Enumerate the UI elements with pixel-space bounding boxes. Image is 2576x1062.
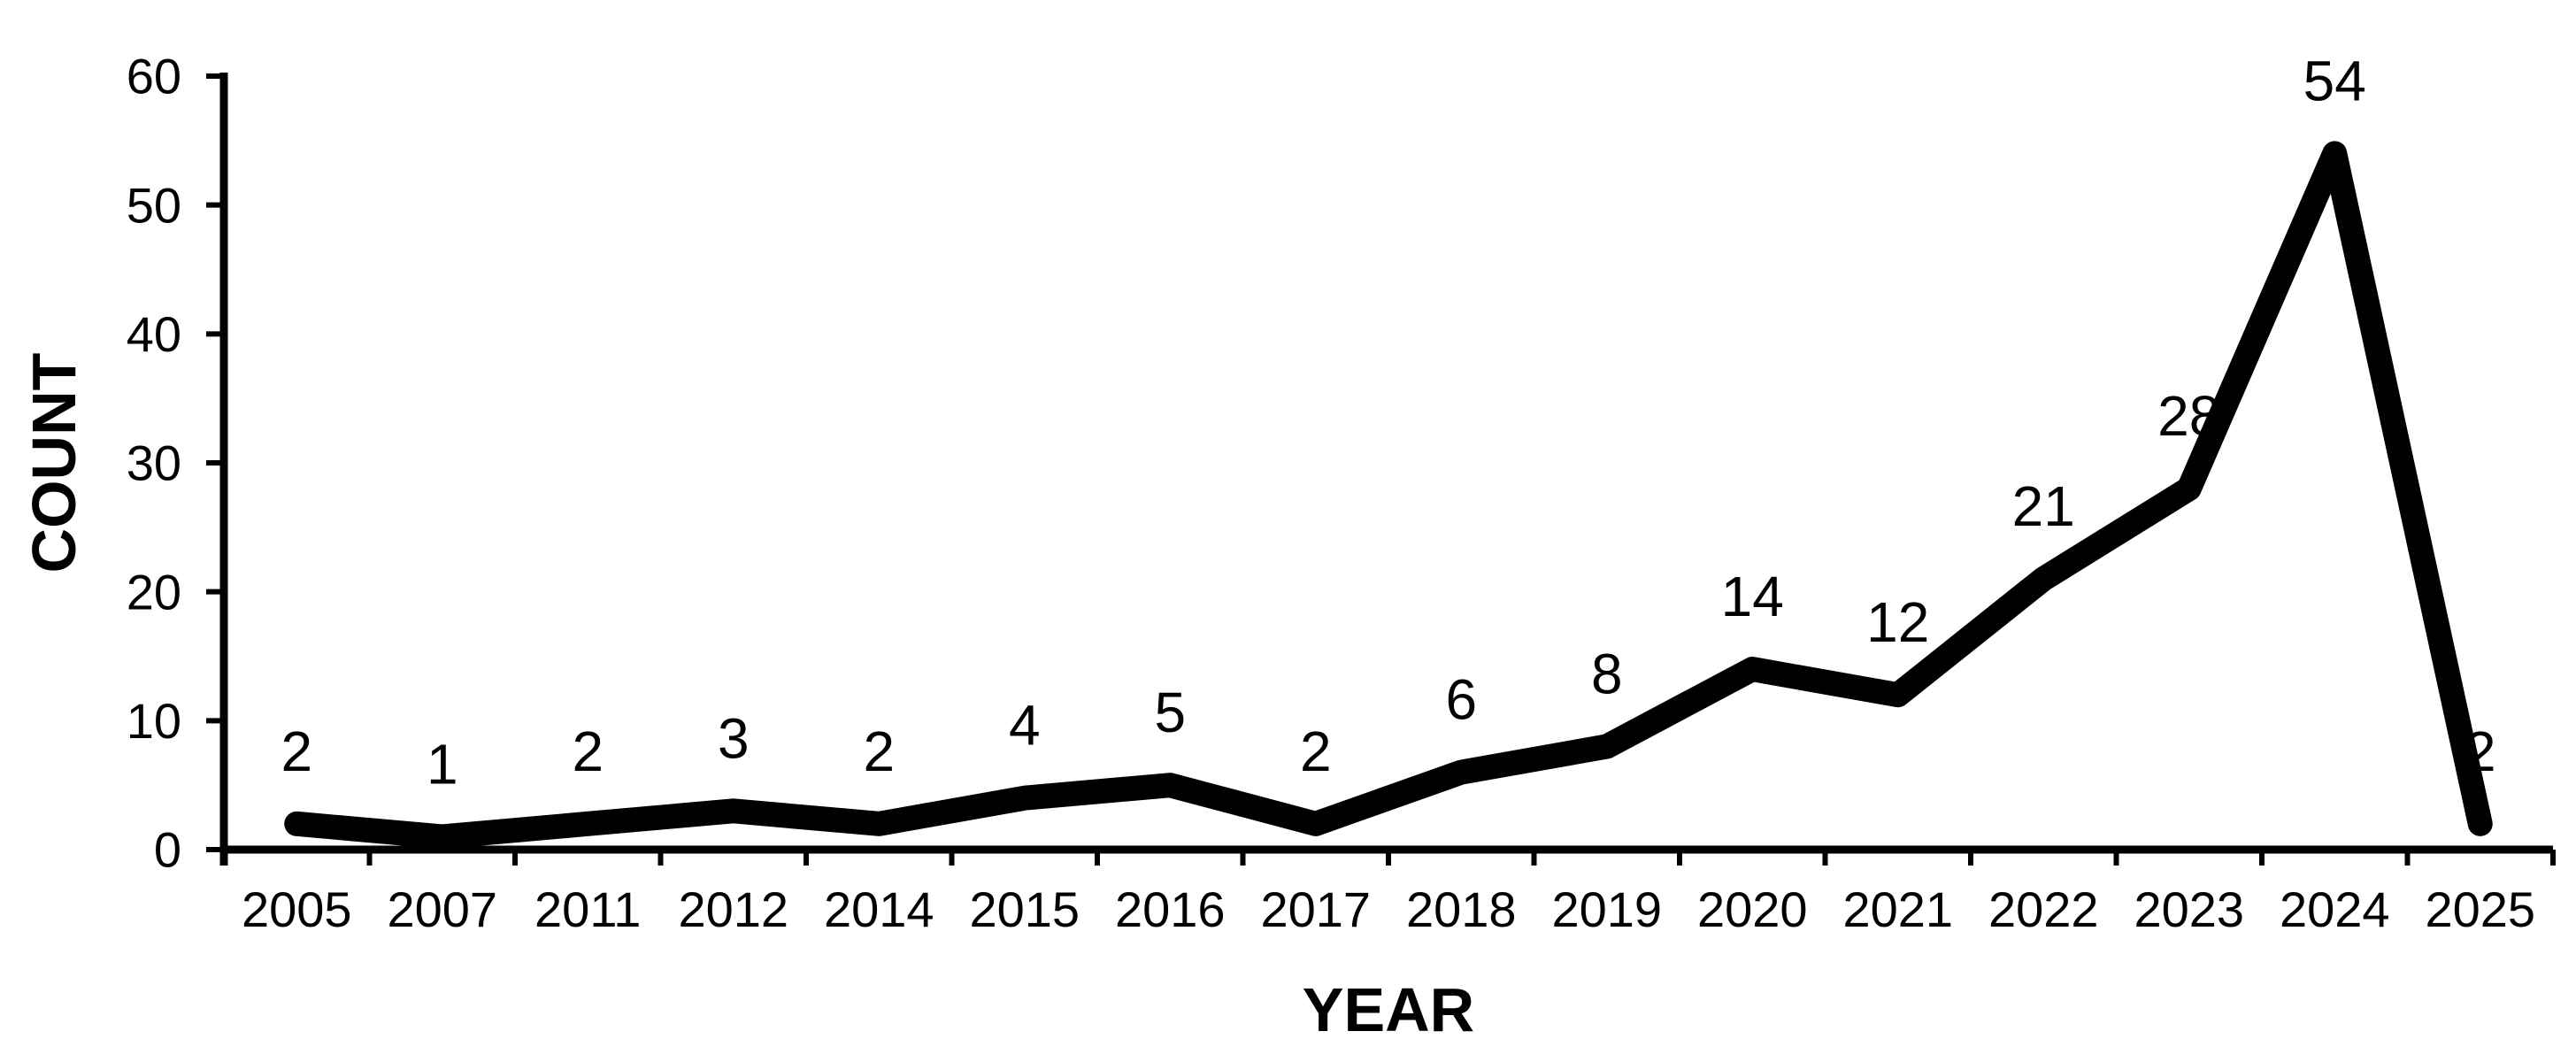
y-tick-label: 60 (127, 49, 181, 104)
data-point-label: 5 (1154, 681, 1186, 744)
y-tick-label: 40 (127, 306, 181, 362)
data-point-label: 21 (2012, 474, 2075, 538)
x-tick-label: 2025 (2425, 881, 2535, 937)
x-tick-label: 2021 (1842, 881, 1953, 937)
data-point-label: 2 (281, 720, 312, 783)
x-axis-title: YEAR (1303, 975, 1474, 1044)
x-tick-label: 2018 (1406, 881, 1517, 937)
y-tick-label: 50 (127, 177, 181, 233)
y-axis-title: COUNT (19, 353, 88, 573)
x-tick-label: 2012 (678, 881, 788, 937)
data-point-label: 12 (1866, 590, 1929, 654)
x-tick-label: 2014 (824, 881, 934, 937)
x-tick-label: 2011 (534, 881, 641, 937)
x-tick-label: 2017 (1260, 881, 1371, 937)
count-series-line (284, 141, 2493, 850)
y-tick-label: 30 (127, 435, 181, 491)
x-tick-label: 2007 (387, 881, 497, 937)
data-point-label: 8 (1591, 642, 1623, 705)
data-point-label: 2 (863, 720, 895, 783)
x-tick-label: 2019 (1551, 881, 1662, 937)
data-point-label: 2 (572, 720, 604, 783)
data-point-label: 4 (1009, 694, 1041, 758)
x-tick-label: 2016 (1115, 881, 1226, 937)
data-point-label: 2 (2465, 720, 2496, 783)
y-tick-label: 0 (154, 822, 181, 878)
data-point-label: 14 (1721, 565, 1784, 628)
data-point-label: 28 (2157, 384, 2220, 448)
data-point-label: 2 (1300, 720, 1332, 783)
data-point-label: 3 (718, 706, 750, 770)
data-point-label: 6 (1445, 668, 1477, 732)
data-point-label: 1 (427, 732, 458, 796)
y-tick-label: 10 (127, 693, 181, 749)
x-tick-label: 2015 (969, 881, 1080, 937)
data-point-label: 54 (2303, 49, 2366, 112)
x-tick-label: 2022 (1988, 881, 2099, 937)
plot-area: 0 10 20 30 40 50 60 2005 2007 2011 2012 2014 2015 201… (127, 49, 2556, 937)
x-tick-label: 2020 (1697, 881, 1808, 937)
x-tick-label: 2005 (242, 881, 352, 937)
x-tick-label: 2023 (2134, 881, 2244, 937)
x-tick-label: 2024 (2280, 881, 2390, 937)
y-tick-label: 20 (127, 564, 181, 620)
